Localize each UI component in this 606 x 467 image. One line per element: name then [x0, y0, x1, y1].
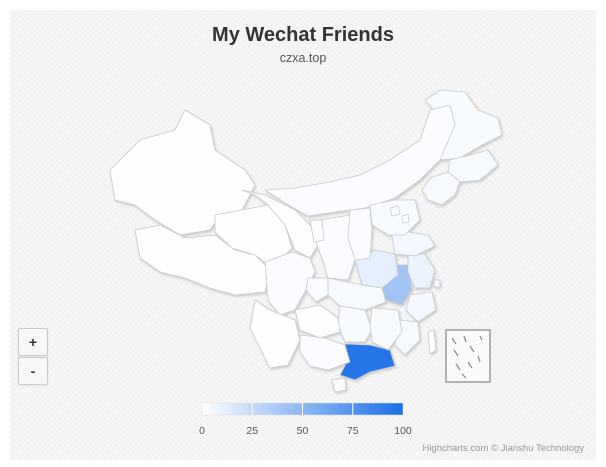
south-china-sea-inset [445, 329, 491, 383]
province-hunan[interactable]: Hunan: 3 [337, 305, 373, 343]
zoom-in-button[interactable]: + [18, 328, 48, 356]
province-xinjiang[interactable]: Xinjiang: 1 [109, 109, 256, 236]
province-taiwan[interactable]: Taiwan: 1 [427, 329, 437, 355]
province-hebei[interactable]: Hebei: 3 [369, 199, 421, 236]
legend-tick-label: 0 [199, 425, 205, 437]
province-hainan[interactable]: Hainan: 2 [331, 377, 347, 393]
province-guizhou[interactable]: Guizhou: 1 [294, 304, 341, 339]
province-ningxia[interactable]: Ningxia: 1 [309, 219, 325, 243]
province-shandong[interactable]: Shandong: 5 [391, 231, 436, 257]
color-axis-legend: 0 25 50 75 100 [199, 402, 412, 437]
province-beijing[interactable]: Beijing: 3 [389, 205, 401, 217]
zoom-out-button[interactable]: - [18, 357, 48, 385]
province-inner-mongolia[interactable]: Inner Mongolia: 2 [264, 104, 456, 217]
legend-tick-label: 100 [394, 425, 412, 437]
chart-container: My Wechat Friends czxa.top Guangdong: 95… [10, 10, 596, 460]
legend-tick-label: 25 [246, 425, 258, 437]
credits-link[interactable]: Highcharts.com © Jianshu Technology [422, 443, 584, 454]
province-guangdong[interactable]: Guangdong: 95 [339, 343, 396, 381]
province-yunnan[interactable]: Yunnan: 1 [249, 299, 301, 369]
province-shanghai[interactable]: Shanghai: 4 [433, 279, 441, 288]
legend-tick-label: 50 [297, 425, 309, 437]
chart-subtitle: czxa.top [279, 51, 327, 65]
province-tianjin[interactable]: Tianjin: 2 [401, 213, 410, 224]
province-zhejiang[interactable]: Zhejiang: 5 [405, 291, 437, 323]
province-liaoning[interactable]: Liaoning: 4 [421, 171, 461, 206]
china-map: Guangdong: 95Anhui: 40Henan: 12Jiangsu: … [109, 89, 503, 437]
province-guangxi[interactable]: Guangxi: 2 [299, 334, 351, 371]
chart-title: My Wechat Friends [212, 24, 394, 46]
province-jiangxi[interactable]: Jiangxi: 3 [369, 307, 403, 351]
legend-tick-label: 75 [347, 425, 359, 437]
province-chongqing[interactable]: Chongqing: 2 [305, 277, 329, 303]
province-jiangsu[interactable]: Jiangsu: 8 [407, 253, 436, 289]
province-hubei[interactable]: Hubei: 4 [327, 277, 387, 311]
